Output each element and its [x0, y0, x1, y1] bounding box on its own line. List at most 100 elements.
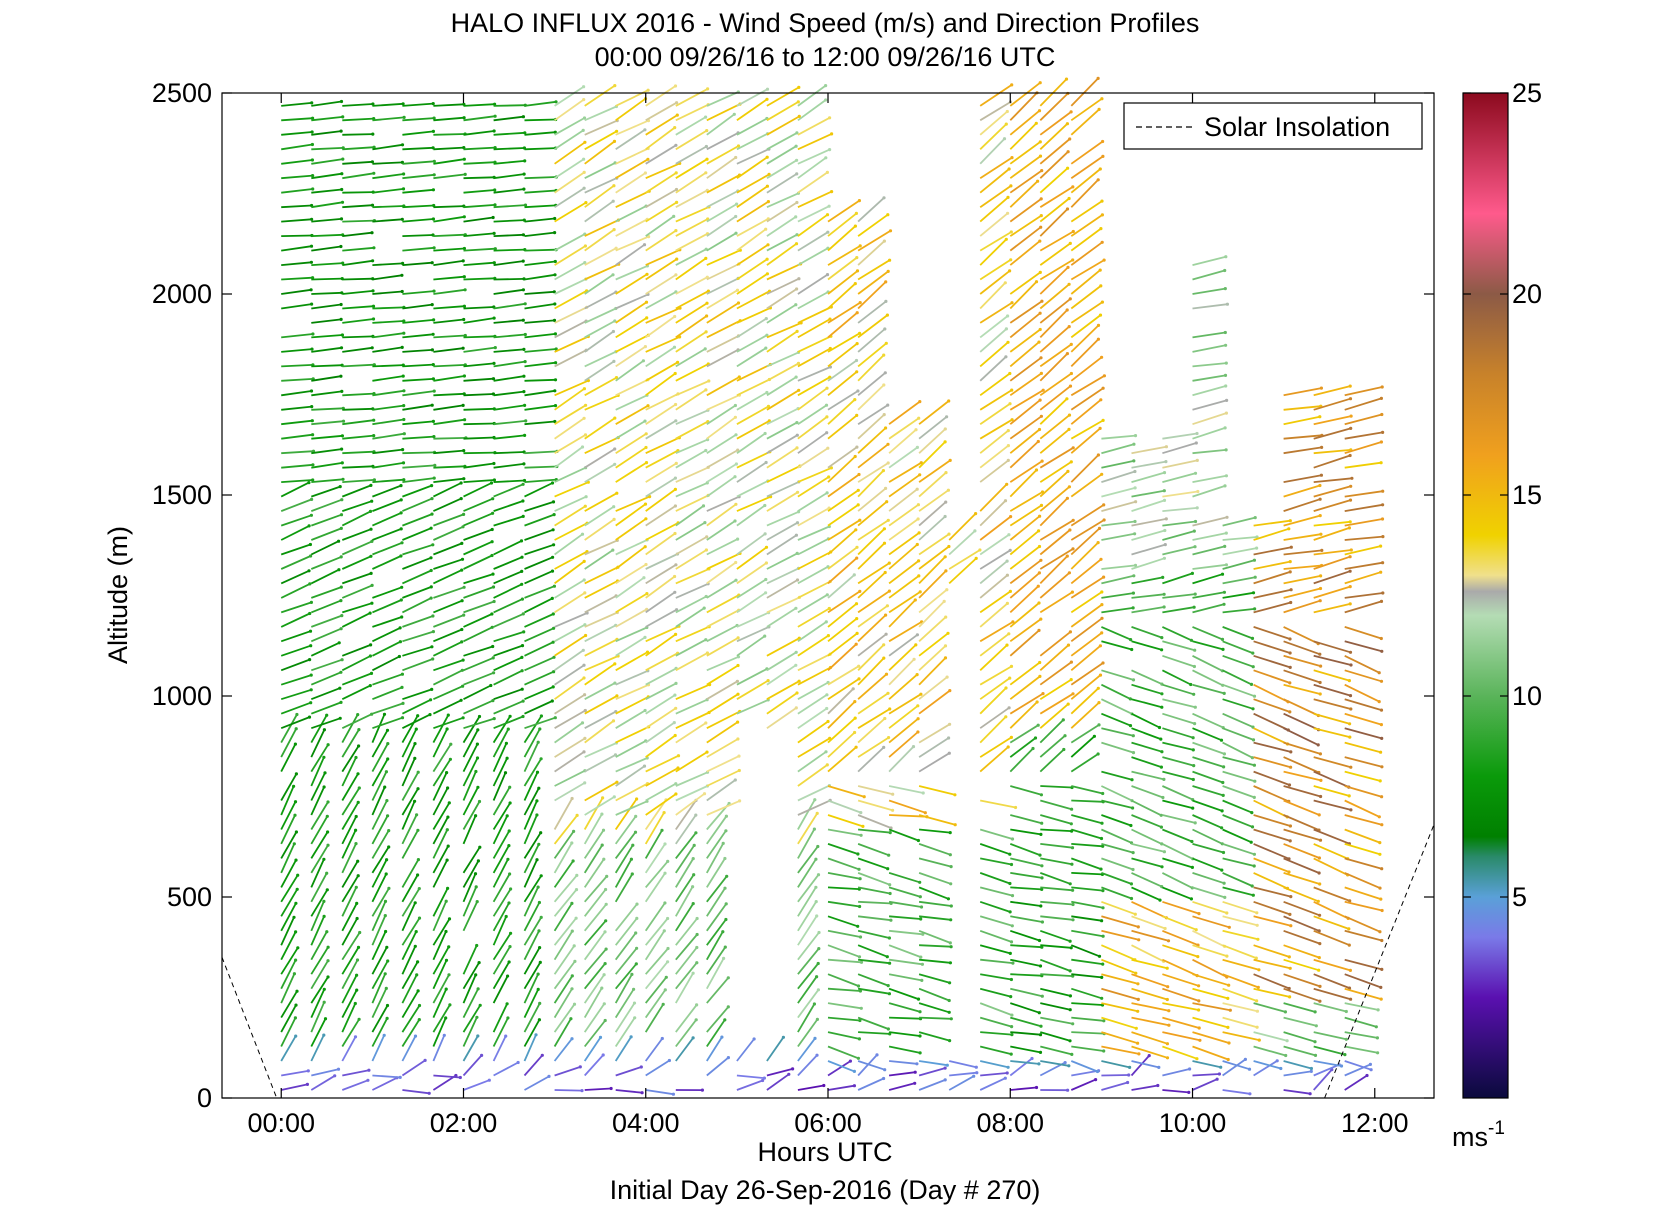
- wind-vector: [1162, 727, 1194, 739]
- wind-vector: [341, 801, 359, 830]
- wind-vector-head: [1378, 886, 1382, 890]
- wind-vector: [342, 1069, 370, 1077]
- wind-vector: [402, 586, 432, 599]
- wind-vector-head: [912, 657, 916, 661]
- wind-vector-head: [492, 461, 496, 466]
- wind-vector-head: [919, 955, 923, 959]
- wind-vector-head: [884, 632, 888, 636]
- wind-vector: [523, 916, 542, 946]
- wind-vector-head: [1162, 850, 1166, 854]
- wind-vector-head: [1193, 545, 1197, 549]
- wind-vector: [645, 721, 675, 744]
- wind-vector-head: [492, 478, 496, 482]
- wind-vector-head: [1289, 895, 1293, 899]
- wind-vector-head: [356, 874, 360, 878]
- wind-vector: [979, 500, 1007, 527]
- wind-vector-head: [857, 472, 861, 477]
- wind-vector-head: [1349, 663, 1353, 667]
- wind-vector-head: [399, 511, 403, 515]
- wind-vector-head: [503, 771, 508, 775]
- wind-vector-head: [1164, 445, 1168, 449]
- wind-vector-head: [642, 576, 646, 580]
- wind-vector-head: [1066, 265, 1070, 269]
- wind-vector-head: [505, 1002, 509, 1006]
- wind-vector: [1222, 626, 1253, 640]
- wind-vector-head: [293, 1016, 297, 1020]
- wind-vector: [797, 799, 816, 830]
- wind-vector: [463, 1079, 490, 1091]
- wind-vector: [1192, 683, 1225, 695]
- wind-vector-head: [1040, 864, 1044, 868]
- wind-vector-head: [944, 500, 948, 504]
- wind-vector: [766, 510, 799, 527]
- wind-vector-head: [1092, 734, 1096, 738]
- wind-vector-head: [630, 972, 634, 977]
- wind-vector-head: [368, 654, 372, 658]
- wind-vector: [1283, 1070, 1312, 1077]
- wind-vector-head: [1377, 700, 1381, 704]
- wind-vector: [1222, 516, 1256, 527]
- wind-vector: [615, 696, 649, 715]
- wind-vector: [736, 679, 769, 700]
- wind-vector: [827, 1084, 855, 1091]
- wind-vector-head: [858, 989, 863, 993]
- wind-vector-head: [326, 945, 330, 949]
- wind-vector: [310, 540, 339, 556]
- wind-vector-head: [875, 1053, 879, 1057]
- wind-vector: [797, 347, 831, 368]
- wind-vector: [371, 1034, 386, 1062]
- wind-vector-head: [432, 116, 436, 120]
- wind-vector: [1253, 712, 1289, 731]
- wind-vector-head: [1101, 906, 1105, 910]
- wind-vector: [1010, 785, 1042, 796]
- wind-vector: [827, 944, 860, 958]
- wind-vector-head: [401, 701, 405, 706]
- wind-vector-head: [417, 916, 422, 920]
- wind-vector: [675, 158, 708, 179]
- wind-vector-head: [370, 346, 374, 350]
- wind-vector: [402, 477, 435, 483]
- wind-vector: [1162, 626, 1192, 642]
- wind-vector: [554, 129, 584, 151]
- wind-vector-head: [535, 858, 539, 862]
- wind-vector-head: [493, 188, 497, 192]
- wind-vector-head: [1007, 632, 1011, 636]
- wind-vector: [615, 334, 649, 353]
- wind-vector-head: [1190, 839, 1194, 844]
- wind-vector-head: [309, 389, 314, 393]
- wind-vector: [675, 218, 709, 237]
- wind-vector: [310, 815, 329, 845]
- wind-vector: [797, 447, 829, 469]
- wind-vector: [554, 434, 586, 454]
- wind-vector-head: [1220, 809, 1224, 813]
- wind-vector: [1101, 487, 1136, 498]
- wind-vector: [1344, 915, 1381, 933]
- wind-vector: [523, 1034, 537, 1062]
- wind-vector-head: [695, 945, 699, 950]
- wind-vector: [433, 716, 464, 730]
- wind-vector: [675, 302, 708, 324]
- wind-vector-head: [978, 548, 982, 552]
- wind-vector-head: [1189, 897, 1193, 901]
- wind-vector: [280, 583, 311, 599]
- wind-vector-head: [1224, 531, 1228, 535]
- wind-vector-head: [432, 173, 436, 177]
- wind-vector-head: [1350, 476, 1354, 480]
- wind-vector-head: [1319, 574, 1323, 578]
- wind-vector-head: [1040, 945, 1044, 949]
- wind-vector-head: [1347, 943, 1351, 947]
- wind-vector-head: [600, 986, 604, 990]
- wind-vector-head: [1343, 1053, 1347, 1057]
- wind-vector-head: [311, 463, 315, 467]
- wind-vector: [614, 988, 635, 1019]
- wind-vector-head: [1098, 673, 1103, 677]
- wind-vector-head: [858, 331, 862, 335]
- wind-vector-head: [550, 699, 554, 703]
- wind-vector: [675, 785, 708, 802]
- wind-vector: [615, 576, 645, 599]
- wind-vector: [554, 634, 587, 657]
- wind-vector: [979, 736, 1012, 758]
- wind-vector-head: [1318, 586, 1323, 591]
- wind-vector: [311, 448, 342, 455]
